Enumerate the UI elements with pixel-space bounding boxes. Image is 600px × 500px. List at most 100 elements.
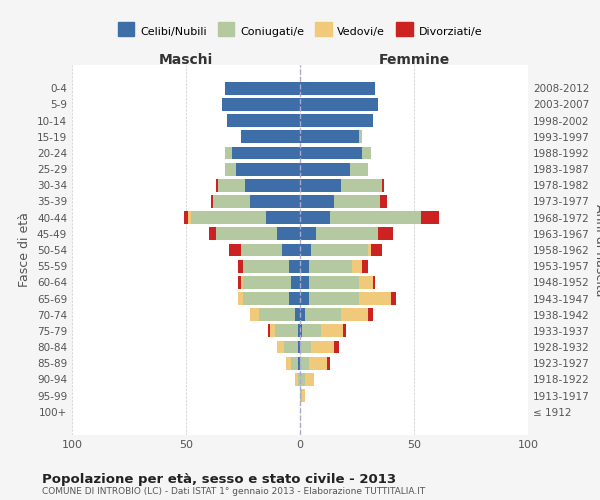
Bar bbox=[305, 308, 341, 321]
Bar bbox=[223, 98, 300, 111]
Bar bbox=[309, 276, 359, 289]
Bar bbox=[229, 244, 241, 256]
Bar bbox=[359, 292, 391, 305]
Bar bbox=[241, 244, 282, 256]
Bar bbox=[245, 179, 300, 192]
Y-axis label: Fasce di età: Fasce di età bbox=[19, 212, 31, 288]
Bar bbox=[300, 146, 362, 160]
Bar bbox=[368, 308, 373, 321]
Bar bbox=[300, 389, 302, 402]
Bar bbox=[241, 130, 300, 143]
Bar bbox=[250, 308, 259, 321]
Text: Femmine: Femmine bbox=[379, 54, 449, 68]
Bar bbox=[329, 211, 421, 224]
Y-axis label: Anni di nascita: Anni di nascita bbox=[593, 204, 600, 296]
Bar bbox=[305, 373, 314, 386]
Bar bbox=[309, 356, 328, 370]
Bar bbox=[300, 162, 350, 175]
Bar bbox=[298, 324, 300, 338]
Bar bbox=[243, 292, 289, 305]
Bar bbox=[277, 340, 284, 353]
Text: Popolazione per età, sesso e stato civile - 2013: Popolazione per età, sesso e stato civil… bbox=[42, 472, 396, 486]
Bar bbox=[268, 324, 271, 338]
Legend: Celibi/Nubili, Coniugati/e, Vedovi/e, Divorziati/e: Celibi/Nubili, Coniugati/e, Vedovi/e, Di… bbox=[115, 22, 485, 40]
Bar bbox=[316, 228, 377, 240]
Bar bbox=[300, 260, 309, 272]
Bar bbox=[309, 292, 359, 305]
Bar bbox=[371, 244, 382, 256]
Bar bbox=[343, 324, 346, 338]
Bar bbox=[359, 130, 362, 143]
Bar bbox=[300, 324, 302, 338]
Bar bbox=[300, 82, 375, 95]
Bar bbox=[300, 373, 305, 386]
Bar bbox=[341, 179, 382, 192]
Bar bbox=[275, 324, 298, 338]
Bar bbox=[300, 356, 309, 370]
Bar bbox=[300, 276, 309, 289]
Bar bbox=[300, 195, 334, 208]
Bar bbox=[232, 146, 300, 160]
Bar bbox=[302, 324, 320, 338]
Bar bbox=[295, 308, 300, 321]
Bar bbox=[391, 292, 396, 305]
Bar bbox=[421, 211, 439, 224]
Bar bbox=[243, 276, 291, 289]
Bar bbox=[350, 162, 368, 175]
Bar bbox=[238, 260, 243, 272]
Bar bbox=[286, 356, 291, 370]
Bar bbox=[215, 228, 277, 240]
Bar bbox=[243, 260, 289, 272]
Bar bbox=[238, 292, 243, 305]
Bar bbox=[341, 308, 368, 321]
Bar bbox=[289, 260, 300, 272]
Text: Maschi: Maschi bbox=[159, 54, 213, 68]
Bar bbox=[236, 162, 300, 175]
Bar bbox=[298, 340, 300, 353]
Bar bbox=[300, 114, 373, 127]
Bar bbox=[184, 211, 188, 224]
Bar bbox=[328, 356, 329, 370]
Bar bbox=[209, 228, 215, 240]
Bar bbox=[334, 340, 339, 353]
Bar bbox=[334, 195, 380, 208]
Bar bbox=[300, 292, 309, 305]
Bar bbox=[311, 244, 368, 256]
Bar bbox=[298, 356, 300, 370]
Bar bbox=[225, 146, 232, 160]
Bar bbox=[309, 260, 352, 272]
Bar bbox=[300, 228, 316, 240]
Bar bbox=[211, 195, 214, 208]
Bar bbox=[300, 211, 329, 224]
Bar bbox=[311, 340, 334, 353]
Bar bbox=[359, 276, 373, 289]
Bar bbox=[368, 244, 371, 256]
Bar bbox=[300, 308, 305, 321]
Bar bbox=[302, 389, 305, 402]
Bar bbox=[382, 179, 385, 192]
Bar bbox=[225, 162, 236, 175]
Bar bbox=[300, 98, 377, 111]
Bar bbox=[320, 324, 343, 338]
Bar bbox=[300, 179, 341, 192]
Bar bbox=[300, 340, 311, 353]
Bar bbox=[298, 373, 300, 386]
Bar bbox=[277, 228, 300, 240]
Bar bbox=[377, 228, 394, 240]
Bar bbox=[227, 114, 300, 127]
Bar bbox=[362, 146, 371, 160]
Bar bbox=[295, 373, 298, 386]
Bar bbox=[191, 211, 266, 224]
Bar bbox=[352, 260, 362, 272]
Bar bbox=[284, 340, 298, 353]
Bar bbox=[250, 195, 300, 208]
Bar bbox=[373, 276, 375, 289]
Bar bbox=[291, 356, 298, 370]
Bar bbox=[380, 195, 386, 208]
Bar bbox=[238, 276, 241, 289]
Bar bbox=[362, 260, 368, 272]
Bar bbox=[225, 82, 300, 95]
Bar bbox=[241, 276, 243, 289]
Bar bbox=[214, 195, 250, 208]
Bar bbox=[259, 308, 295, 321]
